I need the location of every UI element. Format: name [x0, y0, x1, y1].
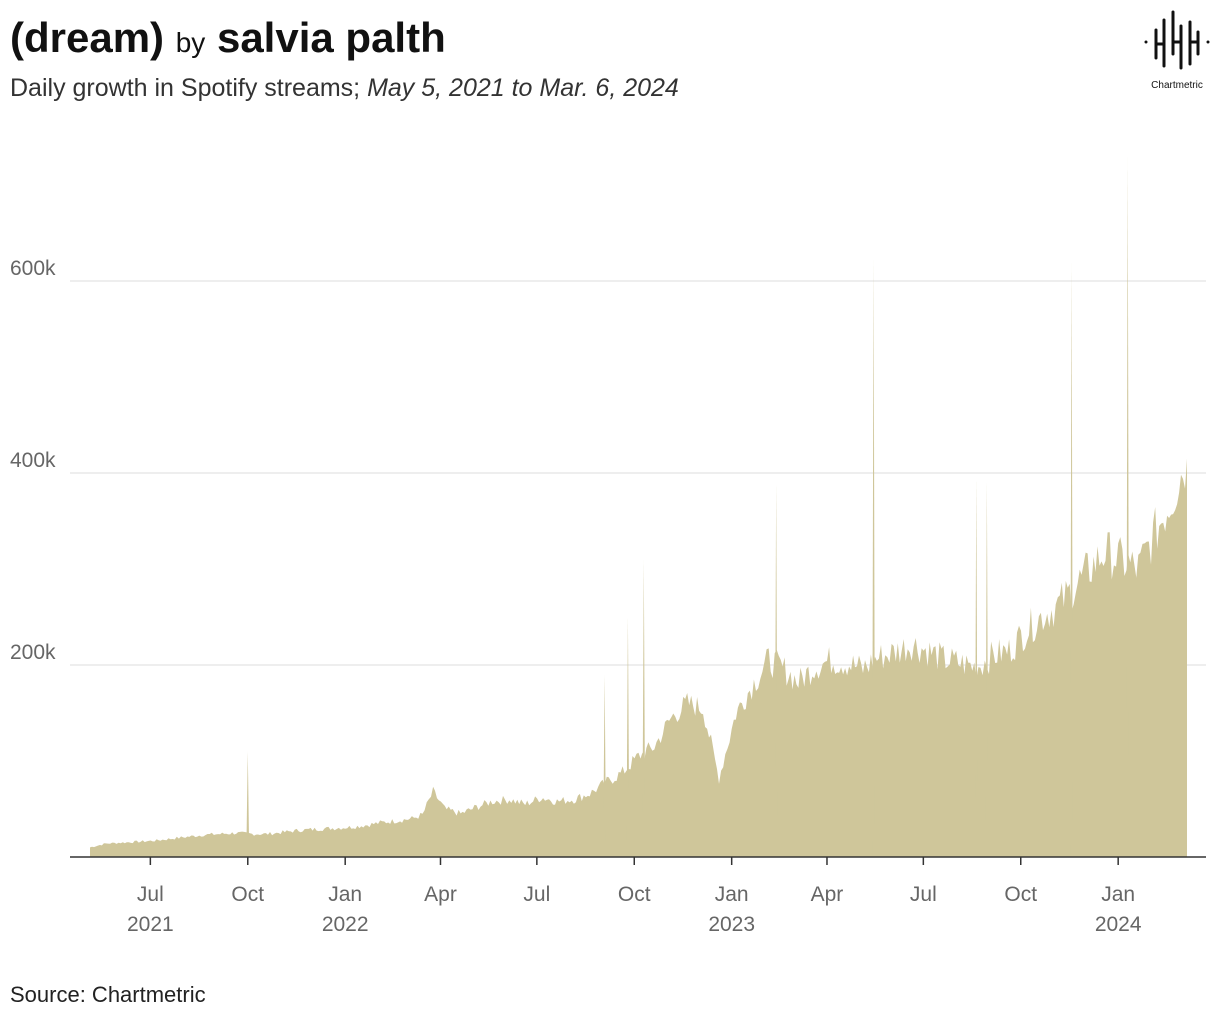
area-layer: [90, 156, 1187, 857]
series-area: [90, 458, 1187, 857]
subtitle-date-range: May 5, 2021 to Mar. 6, 2024: [367, 74, 679, 102]
x-tick-label: Oct: [618, 883, 651, 906]
waveform-logo-icon: [1144, 10, 1210, 70]
area-chart: 200k 400k 600k Jul 2021 Oct Jan 2022 Apr Jul Oct Ja…: [10, 156, 1206, 936]
x-tick-year-label: 2024: [1095, 913, 1142, 936]
y-tick-label: 400k: [10, 449, 56, 472]
logo-wordmark: Chartmetric: [1151, 80, 1203, 91]
spike-mark: [774, 482, 778, 857]
artist-name: salvia palth: [216, 14, 446, 61]
chartmetric-logo: Chartmetric: [1140, 6, 1214, 98]
spike-mark: [985, 480, 989, 857]
x-tick-label: Jul: [910, 883, 937, 906]
spike-mark: [626, 617, 630, 857]
spike-mark: [1070, 261, 1074, 857]
y-tick-label: 600k: [10, 257, 56, 280]
title-by-word: by: [175, 27, 206, 58]
spike-mark: [603, 674, 607, 857]
chart-title: (dream) by salvia palth: [10, 12, 446, 69]
x-tick-label: Apr: [424, 883, 457, 906]
x-tick-label: Jul: [523, 883, 550, 906]
x-tick-label: Oct: [1004, 883, 1037, 906]
grid-layer: [70, 280, 1206, 666]
x-tick-label: Jul: [137, 883, 164, 906]
chart-subtitle: Daily growth in Spotify streams; May 5, …: [10, 74, 679, 103]
y-tick-label: 200k: [10, 641, 56, 664]
spike-mark: [872, 257, 876, 857]
source-note: Source: Chartmetric: [10, 982, 206, 1007]
subtitle-metric: Daily growth in Spotify streams;: [10, 74, 361, 102]
x-tick-label: Jan: [1101, 883, 1135, 906]
song-title: (dream): [10, 14, 165, 61]
x-tick-label: Oct: [231, 883, 264, 906]
x-tick-label: Apr: [811, 883, 844, 906]
x-tick-year-label: 2022: [322, 913, 369, 936]
x-tick-label: Jan: [328, 883, 362, 906]
x-tick-label: Jan: [715, 883, 749, 906]
spike-mark: [974, 477, 978, 857]
x-tick-year-label: 2021: [127, 913, 174, 936]
spike-mark: [642, 559, 646, 857]
spike-mark: [246, 751, 250, 857]
axis-layer: 200k 400k 600k Jul 2021 Oct Jan 2022 Apr Jul Oct Ja…: [10, 257, 1206, 936]
x-tick-year-label: 2023: [708, 913, 755, 936]
spike-mark: [1126, 156, 1130, 857]
